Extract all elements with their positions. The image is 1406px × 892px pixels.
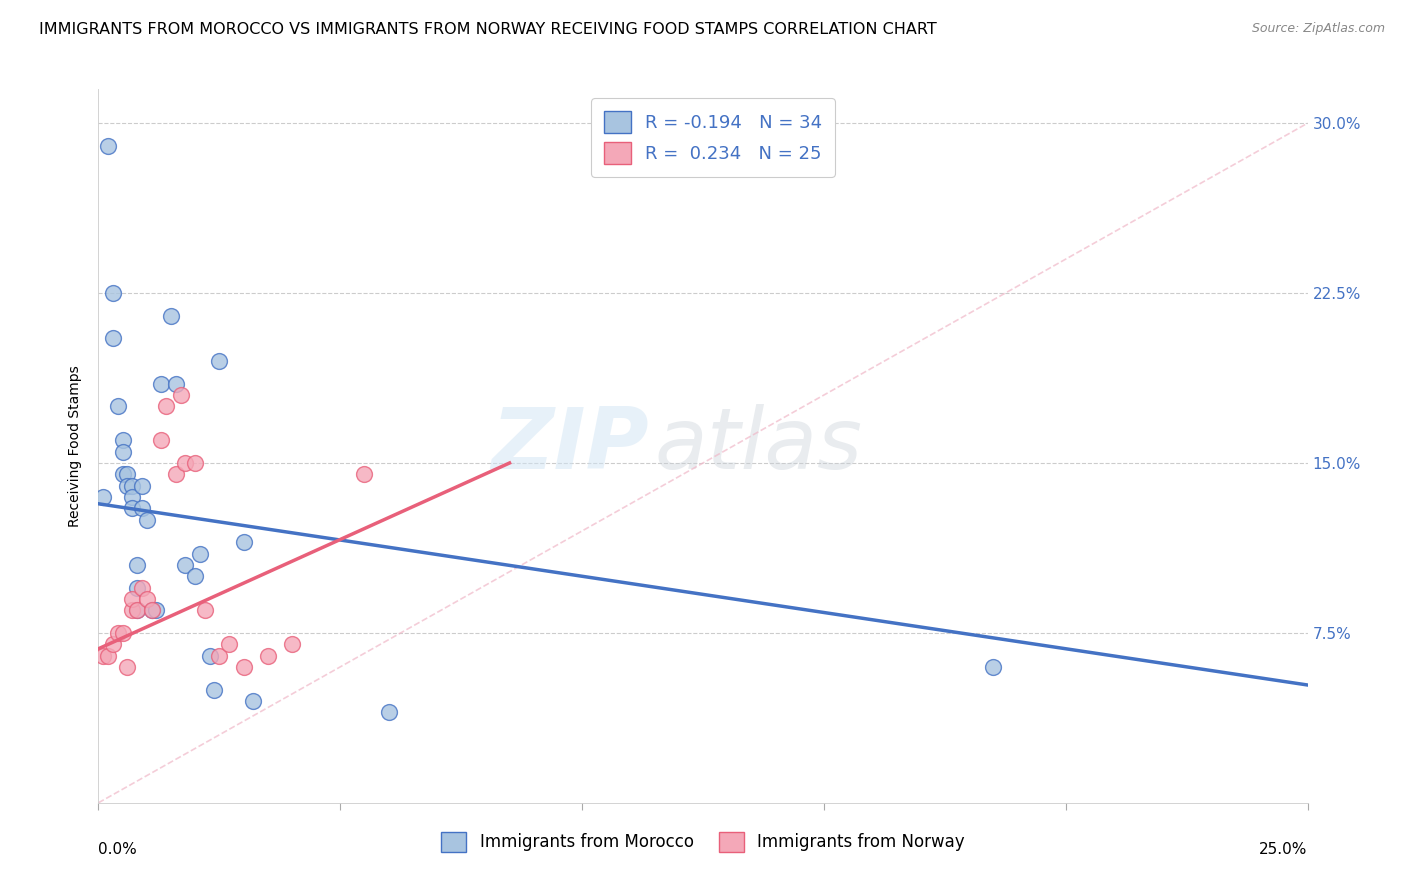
Point xyxy=(218,637,240,651)
Text: ZIP: ZIP xyxy=(491,404,648,488)
Point xyxy=(127,558,149,572)
Point xyxy=(127,603,149,617)
Point xyxy=(111,626,134,640)
Point xyxy=(194,603,217,617)
Point xyxy=(150,376,173,391)
Point xyxy=(169,388,191,402)
Point xyxy=(131,581,153,595)
Point xyxy=(101,286,124,301)
Point xyxy=(165,376,187,391)
Legend: Immigrants from Morocco, Immigrants from Norway: Immigrants from Morocco, Immigrants from… xyxy=(434,825,972,859)
Point xyxy=(107,400,129,414)
Point xyxy=(184,569,207,583)
Point xyxy=(111,434,134,448)
Point xyxy=(198,648,221,663)
Point xyxy=(141,603,163,617)
Point xyxy=(101,331,124,345)
Text: IMMIGRANTS FROM MOROCCO VS IMMIGRANTS FROM NORWAY RECEIVING FOOD STAMPS CORRELAT: IMMIGRANTS FROM MOROCCO VS IMMIGRANTS FR… xyxy=(39,22,938,37)
Point xyxy=(204,682,226,697)
Point xyxy=(97,138,120,153)
Text: 0.0%: 0.0% xyxy=(98,842,138,857)
Point xyxy=(184,456,207,470)
Y-axis label: Receiving Food Stamps: Receiving Food Stamps xyxy=(69,365,83,527)
Point xyxy=(281,637,304,651)
Point xyxy=(150,434,173,448)
Point xyxy=(121,490,143,504)
Point xyxy=(131,478,153,492)
Point xyxy=(353,467,375,482)
Point xyxy=(127,581,149,595)
Point xyxy=(117,467,139,482)
Text: 25.0%: 25.0% xyxy=(1260,842,1308,857)
Point xyxy=(117,478,139,492)
Point xyxy=(141,603,163,617)
Point xyxy=(91,490,114,504)
Text: Source: ZipAtlas.com: Source: ZipAtlas.com xyxy=(1251,22,1385,36)
Point xyxy=(101,637,124,651)
Point xyxy=(145,603,167,617)
Point xyxy=(188,547,211,561)
Point xyxy=(174,456,197,470)
Point xyxy=(111,467,134,482)
Point xyxy=(127,603,149,617)
Point xyxy=(155,400,177,414)
Text: atlas: atlas xyxy=(655,404,863,488)
Point xyxy=(165,467,187,482)
Point xyxy=(232,660,254,674)
Point xyxy=(160,309,183,323)
Point xyxy=(111,444,134,458)
Point xyxy=(117,660,139,674)
Point xyxy=(174,558,197,572)
Point xyxy=(121,591,143,606)
Point xyxy=(121,603,143,617)
Point xyxy=(377,705,399,719)
Point xyxy=(91,648,114,663)
Point xyxy=(981,660,1004,674)
Point xyxy=(121,478,143,492)
Point xyxy=(121,501,143,516)
Point xyxy=(97,648,120,663)
Point xyxy=(232,535,254,549)
Point xyxy=(135,513,157,527)
Point xyxy=(242,694,264,708)
Point xyxy=(256,648,278,663)
Point xyxy=(135,591,157,606)
Point xyxy=(208,354,231,368)
Point xyxy=(107,626,129,640)
Point xyxy=(131,501,153,516)
Point xyxy=(208,648,231,663)
